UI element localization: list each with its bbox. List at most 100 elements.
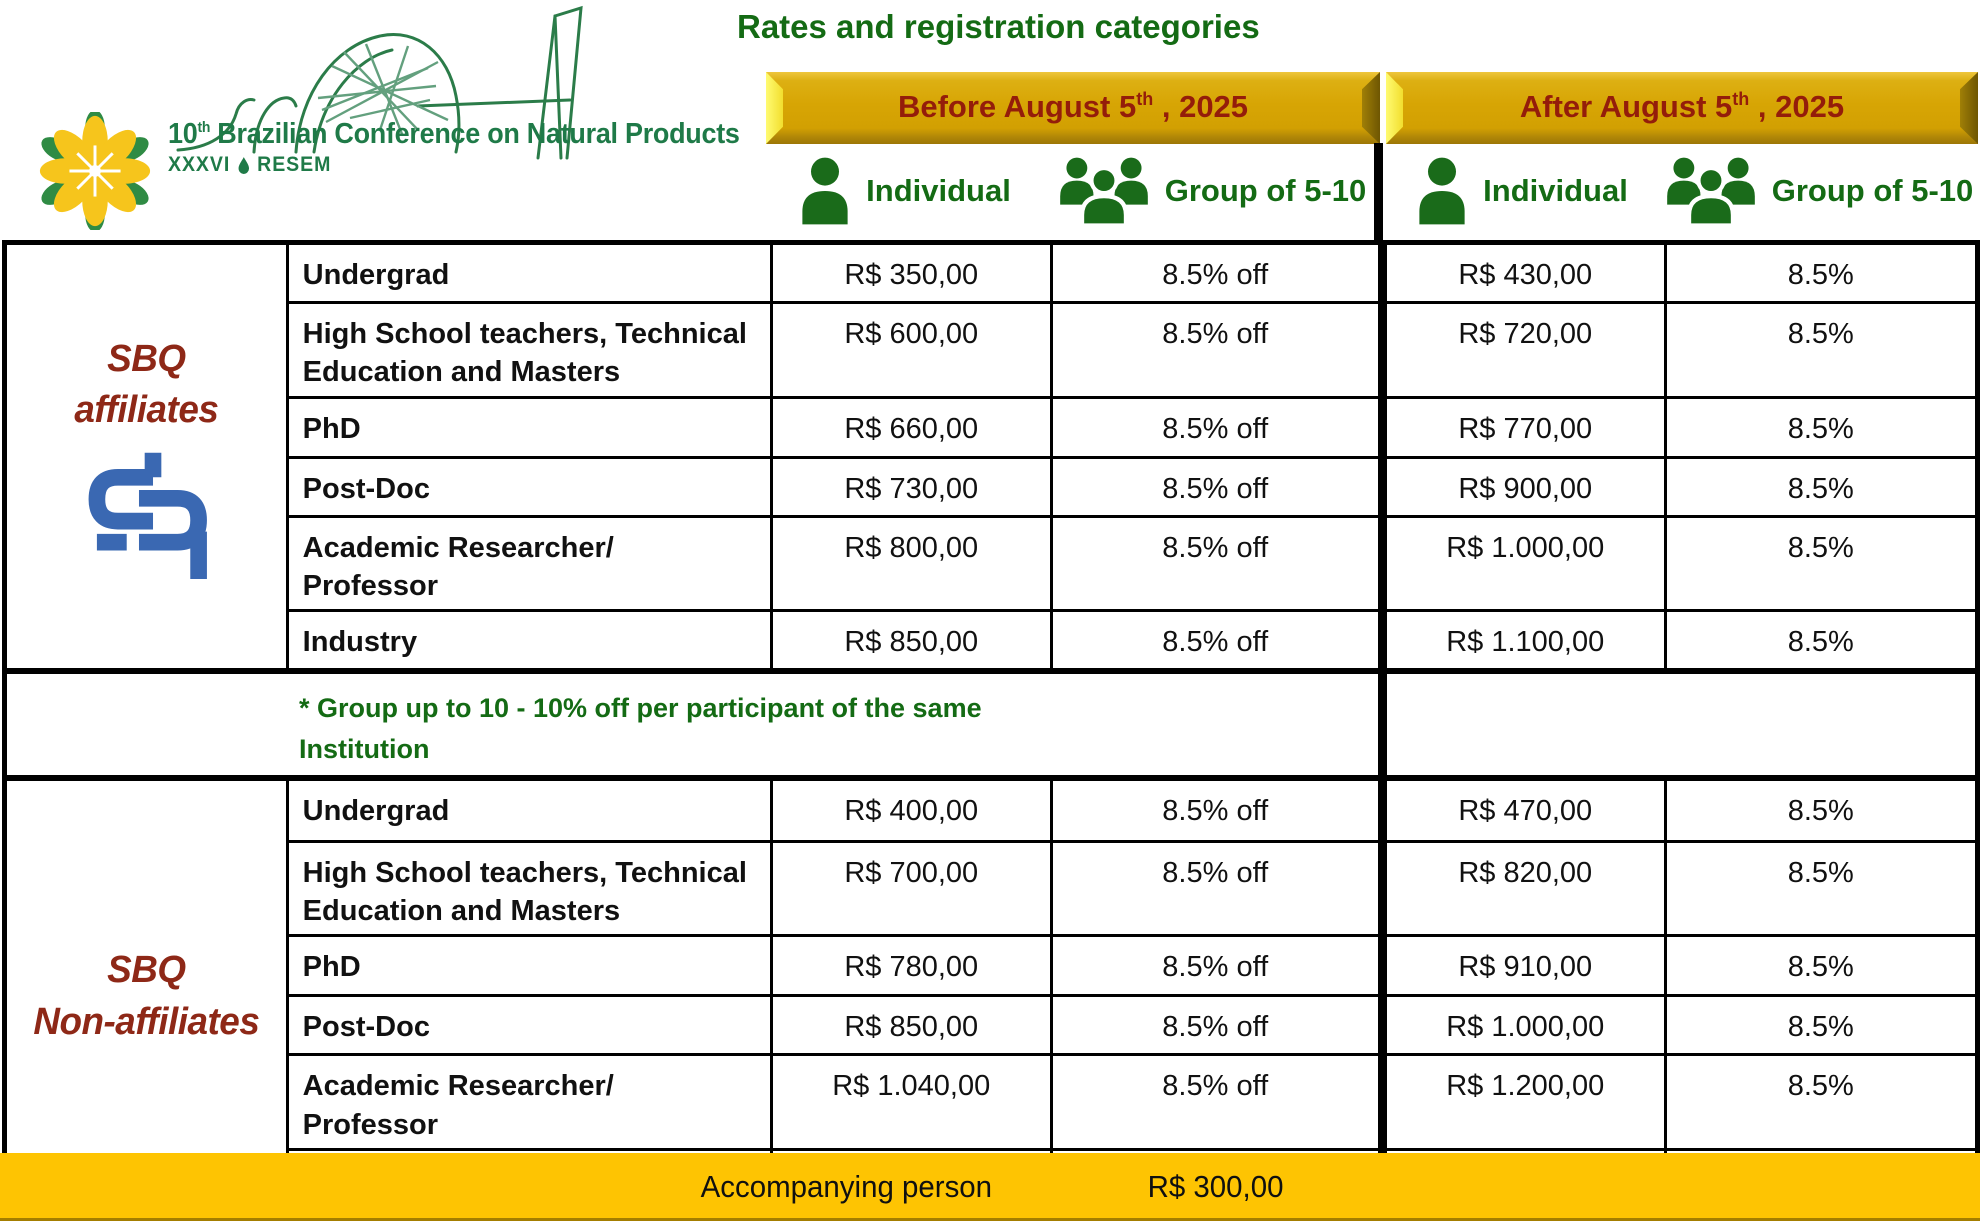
discount-cell: 8.5% off [1049,994,1384,1057]
category-cell: High School teachers, Technical Educatio… [285,301,773,399]
person-icon [1419,157,1465,225]
accompanying-person-bar: Accompanying person R$ 300,00 [0,1153,1980,1221]
empty-cell [1377,667,1980,782]
table-row: Post-Doc R$ 730,00 8.5% off R$ 900,00 8.… [5,455,1980,518]
category-cell: Post-Doc [285,994,773,1057]
flower-logo-icon [39,112,151,230]
table-row: Industry R$ 850,00 8.5% off R$ 1.100,00 … [5,609,1980,673]
group-discount-note-row: * Group up to 10 - 10% off per participa… [3,667,1980,782]
page-title: Rates and registration categories [737,8,1260,45]
discount-cell: 8.5% [1663,241,1980,304]
category-cell: PhD [285,934,773,998]
discount-cell: 8.5% [1663,839,1980,938]
price-cell: R$ 1.000,00 [1377,514,1667,613]
discount-cell: 8.5% off [1049,514,1384,613]
table-row: High School teachers, Technical Educatio… [5,301,1980,399]
price-cell: R$ 770,00 [1377,395,1667,459]
price-cell: R$ 470,00 [1377,776,1667,843]
accompanying-person-price: R$ 300,00 [1147,1169,1284,1204]
discount-cell: 8.5% off [1049,839,1384,938]
discount-cell: 8.5% [1663,934,1980,998]
price-cell: R$ 800,00 [769,514,1053,613]
price-cell: R$ 820,00 [1377,839,1667,938]
cathedral-sketch-art [176,5,583,160]
category-cell: Post-Doc [285,455,773,518]
group-label: Group of 5-10 [1164,173,1367,208]
category-cell: High School teachers, Technical Educatio… [285,839,773,938]
price-cell: R$ 430,00 [1377,241,1667,304]
discount-cell: 8.5% off [1049,1053,1384,1151]
category-cell: Undergrad [285,241,773,304]
discount-cell: 8.5% [1663,609,1980,673]
before-individual-header: Individual [766,146,1042,236]
after-deadline-label: After August 5th , 2025 [1519,89,1845,124]
drop-icon [238,156,249,174]
after-group-header: Group of 5-10 [1658,146,1978,236]
category-cell: Academic Researcher/ Professor [285,1053,773,1151]
person-icon [802,157,848,225]
price-cell: R$ 780,00 [769,934,1053,998]
group-icon [1059,157,1148,226]
price-cell: R$ 400,00 [769,776,1053,843]
accompanying-person-label: Accompanying person [700,1169,992,1204]
conference-subtitle: XXXVI RESEM [168,153,740,177]
discount-cell: 8.5% [1663,455,1980,518]
discount-cell: 8.5% off [1049,395,1384,459]
table-row: PhD R$ 780,00 8.5% off R$ 910,00 8.5% [5,934,1980,998]
discount-cell: 8.5% [1663,776,1980,843]
price-cell: R$ 720,00 [1377,301,1667,399]
group-label: Group of 5-10 [1771,173,1974,208]
conference-logo-text: 10th Brazilian Conference on Natural Pro… [168,118,740,177]
price-cell: R$ 730,00 [769,455,1053,518]
discount-cell: 8.5% off [1049,934,1384,998]
discount-cell: 8.5% [1663,1053,1980,1151]
rates-table: SBQ affiliates Undergrad R$ 350,00 8.5% o… [2,240,1980,1217]
subtitle-xxxvi: XXXVI [168,153,231,176]
price-cell: R$ 1.000,00 [1377,994,1667,1057]
price-cell: R$ 850,00 [769,609,1053,673]
subtitle-resem: RESEM [257,153,332,176]
group-discount-note: * Group up to 10 - 10% off per participa… [3,667,1384,782]
after-individual-header: Individual [1384,146,1658,236]
table-row: High School teachers, Technical Educatio… [5,839,1980,938]
table-row: PhD R$ 660,00 8.5% off R$ 770,00 8.5% [5,395,1980,459]
section-label-affiliates: SBQ affiliates [3,240,289,673]
price-cell: R$ 850,00 [769,994,1053,1057]
individual-label: Individual [866,173,1011,208]
before-group-header: Group of 5-10 [1044,146,1378,236]
conference-title: 10th Brazilian Conference on Natural Pro… [168,118,740,150]
discount-cell: 8.5% off [1049,776,1384,843]
discount-cell: 8.5% off [1049,241,1384,304]
discount-cell: 8.5% [1663,301,1980,399]
table-row: SBQ affiliates Undergrad R$ 350,00 8.5% o… [3,240,1980,673]
sbq-logo [88,452,208,579]
after-deadline-banner: After August 5th , 2025 [1386,72,1978,144]
before-deadline-label: Before August 5th , 2025 [897,89,1249,124]
category-cell: Academic Researcher/ Professor [285,514,773,613]
group-icon [1666,157,1755,226]
table-row: Post-Doc R$ 850,00 8.5% off R$ 1.000,00 … [5,994,1980,1057]
category-cell: Industry [285,609,773,673]
section-label-non-affiliates: SBQ Non-affiliates [3,776,289,1216]
category-cell: PhD [285,395,773,459]
category-cell: Undergrad [285,776,773,843]
table-row: Academic Researcher/ Professor R$ 800,00… [5,514,1980,613]
price-cell: R$ 910,00 [1377,934,1667,998]
discount-cell: 8.5% off [1049,455,1384,518]
section-divider-line [1374,143,1383,242]
discount-cell: 8.5% [1663,514,1980,613]
price-cell: R$ 700,00 [769,839,1053,938]
price-cell: R$ 1.200,00 [1377,1053,1667,1151]
price-cell: R$ 600,00 [769,301,1053,399]
price-cell: R$ 1.040,00 [769,1053,1053,1151]
before-deadline-banner: Before August 5th , 2025 [766,72,1380,144]
table-row: Academic Researcher/ Professor R$ 1.040,… [5,1053,1980,1151]
price-cell: R$ 660,00 [769,395,1053,459]
price-cell: R$ 900,00 [1377,455,1667,518]
discount-cell: 8.5% off [1049,301,1384,399]
discount-cell: 8.5% [1663,395,1980,459]
price-cell: R$ 1.100,00 [1377,609,1667,673]
discount-cell: 8.5% off [1049,609,1384,673]
table-row: SBQ Non-affiliates Undergrad R$ 400,00 8.… [3,776,1980,1216]
